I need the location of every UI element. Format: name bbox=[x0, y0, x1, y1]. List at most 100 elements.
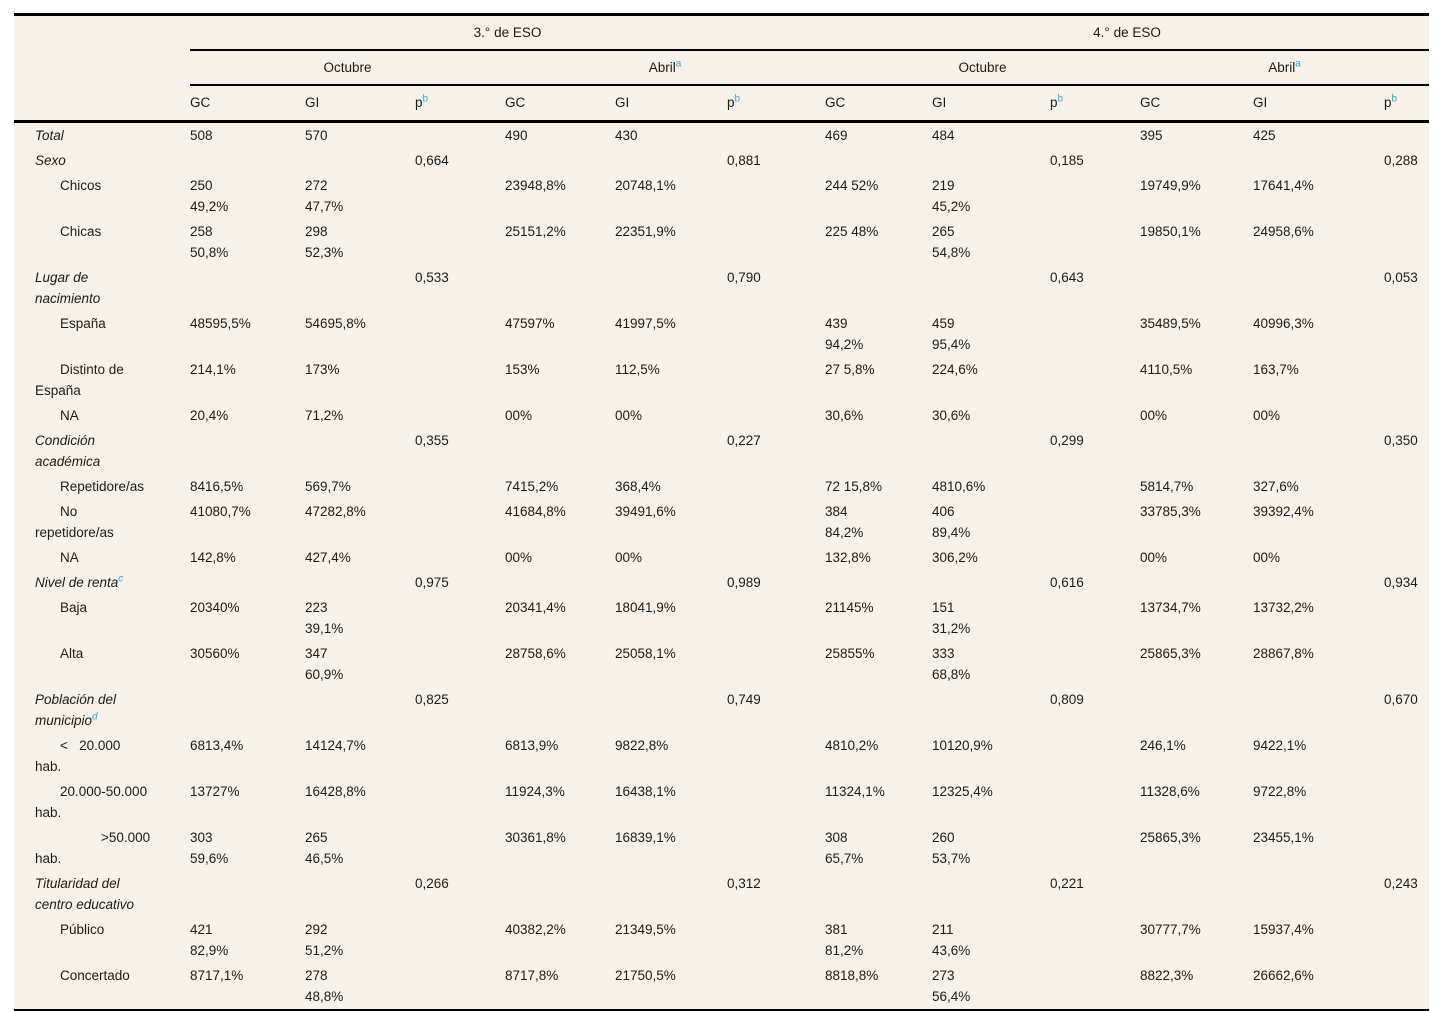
data-cell: 368,4% bbox=[615, 479, 661, 494]
data-cell: 0,227 bbox=[727, 433, 761, 448]
data-cell bbox=[727, 122, 825, 149]
data-cell: 47597% bbox=[505, 316, 555, 331]
data-cell bbox=[415, 311, 505, 357]
data-cell bbox=[1384, 219, 1429, 265]
column-header-p: pb bbox=[1050, 85, 1140, 123]
data-cell: 0,221 bbox=[1050, 876, 1084, 891]
data-cell: 7415,2% bbox=[505, 479, 559, 494]
data-cell bbox=[1050, 499, 1140, 545]
data-cell: 71,2% bbox=[305, 408, 344, 423]
data-cell: 30,6% bbox=[825, 408, 864, 423]
data-cell: 00% bbox=[615, 550, 643, 565]
data-cell: 9422,1% bbox=[1253, 738, 1307, 753]
data-cell: 327,6% bbox=[1253, 479, 1299, 494]
data-cell bbox=[615, 570, 727, 595]
data-cell: 11324,1% bbox=[825, 784, 885, 799]
row-label-line: nacimiento bbox=[35, 291, 101, 306]
data-cell: 163,7% bbox=[1253, 362, 1299, 377]
data-cell bbox=[727, 219, 825, 265]
period-header-abril: Abrila bbox=[505, 50, 825, 86]
data-cell bbox=[505, 428, 615, 474]
data-cell: 9822,8% bbox=[615, 738, 669, 753]
data-cell: 0,243 bbox=[1384, 876, 1418, 891]
row-label-line: No bbox=[60, 504, 78, 519]
table-row: Condición académica 0,355 0,227 0,299 0,350 bbox=[14, 428, 1429, 474]
data-cell: 0,989 bbox=[727, 575, 761, 590]
data-cell: 214,1% bbox=[190, 362, 236, 377]
data-cell: 8818,8% bbox=[825, 968, 879, 983]
data-cell: 381 81,2% bbox=[825, 922, 864, 958]
row-label: Sexo bbox=[14, 148, 190, 173]
table-head: 3.° de ESO 4.° de ESO Octubre Abrila Octub… bbox=[14, 14, 1429, 123]
data-cell bbox=[415, 779, 505, 825]
row-label-line: hab. bbox=[35, 851, 62, 866]
data-cell: 244 52% bbox=[825, 178, 879, 193]
data-cell bbox=[1253, 428, 1384, 474]
data-cell bbox=[505, 148, 615, 173]
data-cell: 21349,5% bbox=[615, 922, 676, 937]
row-label-line: hab. bbox=[35, 759, 62, 774]
data-cell: 211 43,6% bbox=[932, 922, 971, 958]
data-cell: 0,299 bbox=[1050, 433, 1084, 448]
row-label: Chicas bbox=[14, 219, 190, 265]
data-cell: 72 15,8% bbox=[825, 479, 883, 494]
data-cell: 132,8% bbox=[825, 550, 871, 565]
data-cell bbox=[1384, 545, 1429, 570]
data-cell: 272 47,7% bbox=[305, 178, 344, 214]
data-cell bbox=[615, 687, 727, 733]
data-cell: 153% bbox=[505, 362, 540, 377]
data-cell: 223 39,1% bbox=[305, 600, 344, 636]
data-cell: 0,312 bbox=[727, 876, 761, 891]
data-cell: 15937,4% bbox=[1253, 922, 1314, 937]
row-label-line: >50.000 bbox=[101, 830, 151, 845]
data-cell bbox=[615, 265, 727, 311]
data-cell: 469 bbox=[825, 128, 848, 143]
row-label: Condición académica bbox=[14, 428, 190, 474]
row-label-line: hab. bbox=[35, 805, 62, 820]
data-cell: 308 65,7% bbox=[825, 830, 864, 866]
period-header-octubre: Octubre bbox=[190, 50, 505, 86]
row-label-line: Lugar de bbox=[35, 270, 89, 285]
row-label-line: Chicos bbox=[60, 178, 102, 193]
data-cell bbox=[415, 595, 505, 641]
data-cell: 6813,4% bbox=[190, 738, 244, 753]
data-cell bbox=[415, 733, 505, 779]
data-cell bbox=[1253, 148, 1384, 173]
data-cell: 47282,8% bbox=[305, 504, 366, 519]
data-cell: 19749,9% bbox=[1140, 178, 1201, 193]
table-row: Población del municipiod 0,825 0,749 0,809 0,… bbox=[14, 687, 1429, 733]
data-cell bbox=[305, 687, 415, 733]
data-cell: 112,5% bbox=[615, 362, 660, 377]
data-cell: 19850,1% bbox=[1140, 224, 1201, 239]
table-row: < 20.000 hab. 6813,4% 14124,7% 6813,9% 9822,8… bbox=[14, 733, 1429, 779]
data-cell: 306,2% bbox=[932, 550, 978, 565]
data-cell bbox=[1050, 403, 1140, 428]
data-cell: 22351,9% bbox=[615, 224, 676, 239]
data-cell bbox=[1050, 474, 1140, 499]
data-cell: 258 50,8% bbox=[190, 224, 229, 260]
data-cell: 406 89,4% bbox=[932, 504, 971, 540]
data-cell bbox=[1253, 265, 1384, 311]
data-cell: 0,355 bbox=[415, 433, 449, 448]
row-label: Repetidore/as bbox=[14, 474, 190, 499]
data-cell: 21145% bbox=[825, 600, 874, 615]
data-cell bbox=[1050, 219, 1140, 265]
data-cell: 30361,8% bbox=[505, 830, 566, 845]
data-cell: 4810,2% bbox=[825, 738, 879, 753]
column-header-p: pb bbox=[415, 85, 505, 123]
table-row: Distinto de España 214,1% 173% 153% 112,5% 27 … bbox=[14, 357, 1429, 403]
data-cell bbox=[1050, 917, 1140, 963]
data-cell: 26662,6% bbox=[1253, 968, 1314, 983]
data-cell: 00% bbox=[1253, 550, 1281, 565]
data-cell: 13734,7% bbox=[1140, 600, 1201, 615]
data-cell: 5814,7% bbox=[1140, 479, 1194, 494]
data-cell bbox=[505, 570, 615, 595]
data-cell bbox=[415, 403, 505, 428]
data-cell: 225 48% bbox=[825, 224, 879, 239]
column-header-row: GC GI pb GC GI pb GC GI pb GC GI pb bbox=[14, 85, 1429, 123]
data-cell: 0,809 bbox=[1050, 692, 1084, 707]
data-cell bbox=[305, 148, 415, 173]
data-cell: 173% bbox=[305, 362, 340, 377]
row-label: Concertado bbox=[14, 963, 190, 1010]
data-cell bbox=[1384, 825, 1429, 871]
